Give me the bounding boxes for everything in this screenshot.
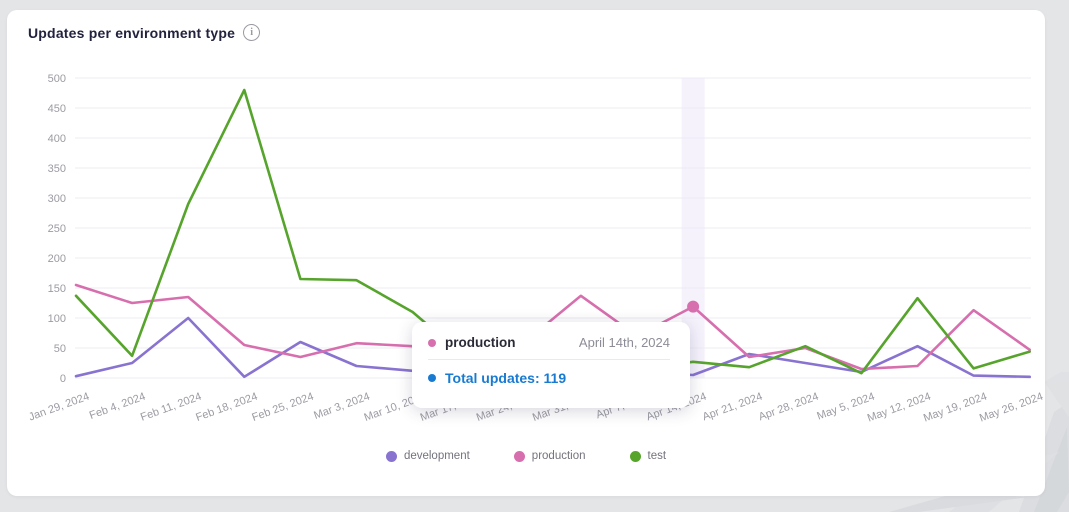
legend-item-test[interactable]: test xyxy=(629,450,667,462)
chart-tooltip: production April 14th, 2024 Total update… xyxy=(412,322,690,408)
info-icon[interactable]: i xyxy=(243,24,261,41)
y-axis-tick-label: 350 xyxy=(48,163,66,175)
x-axis-tick-label: Apr 21, 2024 xyxy=(701,391,764,424)
y-axis-tick-label: 200 xyxy=(48,253,66,265)
y-axis-tick-label: 400 xyxy=(48,133,66,145)
x-axis-tick-label: May 12, 2024 xyxy=(866,391,933,425)
tooltip-total-value: Total updates: 119 xyxy=(445,370,567,386)
legend-item-development[interactable]: development xyxy=(385,450,470,462)
tooltip-total-bullet xyxy=(428,374,436,382)
series-line-production[interactable] xyxy=(74,283,1031,371)
tooltip-series-bullet xyxy=(428,338,436,347)
legend-dot-test xyxy=(629,450,641,462)
x-axis-tick-label: May 19, 2024 xyxy=(922,391,989,425)
y-axis-tick-label: 150 xyxy=(48,283,66,295)
legend-dot-production xyxy=(513,450,525,462)
y-axis-tick-label: 300 xyxy=(48,193,66,205)
legend-label: test xyxy=(647,450,667,462)
chart-title: Updates per environment type xyxy=(28,24,236,41)
x-axis-tick-label: Feb 11, 2024 xyxy=(139,391,203,424)
tooltip-divider xyxy=(428,359,670,360)
card-header: Updates per environment type i xyxy=(28,24,261,41)
tooltip-series-name: production xyxy=(445,335,516,350)
legend-label: production xyxy=(531,450,586,462)
x-axis-tick-label: Feb 25, 2024 xyxy=(250,391,315,424)
x-axis-tick-label: Feb 18, 2024 xyxy=(194,391,259,424)
x-axis-tick-label: May 26, 2024 xyxy=(978,391,1045,425)
y-axis-tick-label: 100 xyxy=(48,313,66,325)
tooltip-date: April 14th, 2024 xyxy=(578,335,670,350)
legend-label: development xyxy=(403,450,470,462)
x-axis-tick-label: Jan 29, 2024 xyxy=(27,391,91,424)
y-axis-tick-label: 450 xyxy=(48,103,66,115)
y-axis-tick-label: 500 xyxy=(48,73,66,85)
y-axis-tick-label: 50 xyxy=(54,343,66,355)
x-axis-tick-label: Apr 28, 2024 xyxy=(757,391,820,424)
x-axis-tick-label: Mar 3, 2024 xyxy=(312,391,371,422)
y-axis-tick-label: 250 xyxy=(48,223,66,235)
x-axis-tick-label: Feb 4, 2024 xyxy=(88,391,147,422)
active-point-marker[interactable] xyxy=(687,300,700,313)
chart-card xyxy=(7,10,1045,496)
legend-item-production[interactable]: production xyxy=(513,450,586,462)
hover-highlight-band xyxy=(681,78,705,378)
chart-legend: development production test xyxy=(7,450,1045,462)
y-axis-tick-label: 0 xyxy=(60,373,66,385)
legend-dot-development xyxy=(385,450,397,462)
